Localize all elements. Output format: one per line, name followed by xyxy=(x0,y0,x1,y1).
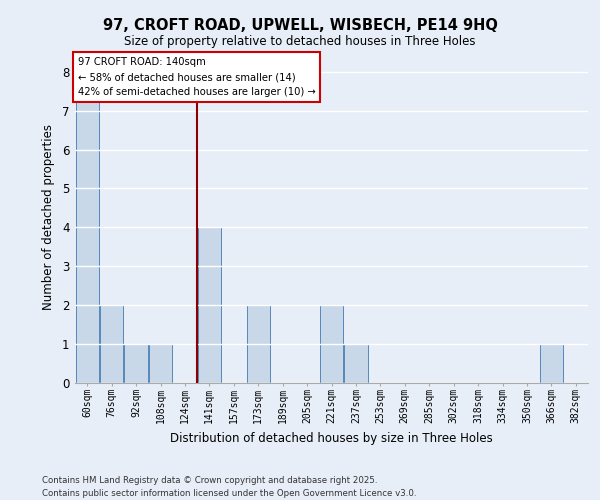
Bar xyxy=(198,227,221,382)
Y-axis label: Number of detached properties: Number of detached properties xyxy=(42,124,55,310)
Bar xyxy=(540,344,563,382)
Bar xyxy=(100,305,123,382)
Bar xyxy=(344,344,368,382)
Text: Contains HM Land Registry data © Crown copyright and database right 2025.
Contai: Contains HM Land Registry data © Crown c… xyxy=(42,476,416,498)
Bar xyxy=(124,344,148,382)
Text: 97 CROFT ROAD: 140sqm
← 58% of detached houses are smaller (14)
42% of semi-deta: 97 CROFT ROAD: 140sqm ← 58% of detached … xyxy=(77,58,316,97)
Bar xyxy=(247,305,270,382)
Text: 97, CROFT ROAD, UPWELL, WISBECH, PE14 9HQ: 97, CROFT ROAD, UPWELL, WISBECH, PE14 9H… xyxy=(103,18,497,32)
Text: Size of property relative to detached houses in Three Holes: Size of property relative to detached ho… xyxy=(124,35,476,48)
Bar xyxy=(76,72,99,382)
Bar xyxy=(149,344,172,382)
X-axis label: Distribution of detached houses by size in Three Holes: Distribution of detached houses by size … xyxy=(170,432,493,444)
Bar xyxy=(320,305,343,382)
